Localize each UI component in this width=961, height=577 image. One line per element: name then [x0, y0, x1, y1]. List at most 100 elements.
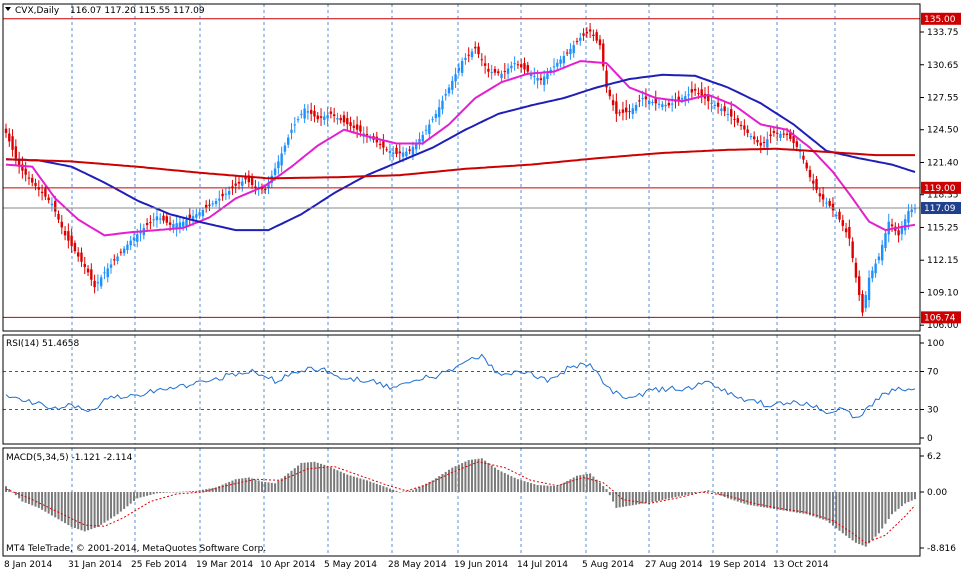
- candle[interactable]: [467, 54, 470, 56]
- candle[interactable]: [533, 75, 536, 77]
- candle[interactable]: [336, 118, 339, 120]
- candle[interactable]: [149, 222, 152, 224]
- candle[interactable]: [749, 136, 753, 138]
- candle[interactable]: [795, 141, 799, 147]
- candle[interactable]: [451, 80, 454, 90]
- candle[interactable]: [300, 113, 303, 115]
- candle[interactable]: [198, 212, 201, 216]
- candle[interactable]: [539, 78, 543, 81]
- candle[interactable]: [152, 219, 155, 221]
- candle[interactable]: [24, 168, 27, 175]
- candle[interactable]: [388, 150, 392, 154]
- candle[interactable]: [854, 262, 858, 278]
- candle[interactable]: [628, 111, 631, 113]
- candle[interactable]: [579, 37, 582, 41]
- candle[interactable]: [63, 230, 67, 236]
- candle[interactable]: [191, 216, 195, 220]
- candle[interactable]: [444, 94, 447, 96]
- candle[interactable]: [608, 89, 612, 97]
- candle[interactable]: [441, 100, 444, 110]
- candle[interactable]: [792, 135, 795, 143]
- candle[interactable]: [510, 65, 513, 69]
- candle[interactable]: [470, 51, 474, 58]
- candle[interactable]: [96, 282, 100, 284]
- candle[interactable]: [736, 118, 739, 123]
- candle[interactable]: [408, 149, 411, 151]
- candle[interactable]: [359, 125, 362, 132]
- candle[interactable]: [897, 230, 900, 236]
- candle[interactable]: [907, 211, 910, 223]
- candle[interactable]: [224, 193, 228, 195]
- candle[interactable]: [76, 252, 80, 257]
- candle[interactable]: [145, 223, 149, 226]
- candle[interactable]: [99, 277, 103, 287]
- candle[interactable]: [352, 125, 356, 128]
- candle[interactable]: [178, 222, 182, 229]
- price-pane[interactable]: [3, 18, 920, 318]
- candle[interactable]: [513, 63, 516, 65]
- candle[interactable]: [536, 77, 539, 81]
- candle[interactable]: [621, 109, 625, 113]
- candle[interactable]: [726, 113, 730, 115]
- candle[interactable]: [273, 168, 277, 175]
- candle[interactable]: [880, 244, 884, 261]
- candle[interactable]: [93, 280, 96, 288]
- candle[interactable]: [815, 179, 818, 190]
- candle[interactable]: [319, 116, 323, 118]
- candle[interactable]: [414, 142, 418, 150]
- candle[interactable]: [552, 66, 556, 68]
- candle[interactable]: [250, 177, 254, 186]
- candle[interactable]: [395, 147, 398, 155]
- candle[interactable]: [838, 211, 841, 220]
- candle[interactable]: [460, 61, 464, 73]
- candle[interactable]: [14, 146, 18, 159]
- candle[interactable]: [365, 133, 369, 136]
- candle[interactable]: [562, 56, 566, 64]
- candle[interactable]: [743, 125, 746, 130]
- candle[interactable]: [690, 89, 694, 93]
- candle[interactable]: [437, 107, 441, 118]
- candle[interactable]: [129, 240, 132, 246]
- candle[interactable]: [542, 76, 546, 86]
- candle[interactable]: [44, 188, 47, 197]
- candle[interactable]: [769, 134, 772, 137]
- candle[interactable]: [329, 111, 333, 114]
- candle[interactable]: [447, 87, 451, 94]
- candle[interactable]: [887, 221, 890, 235]
- candle[interactable]: [86, 268, 90, 273]
- candle[interactable]: [835, 214, 838, 216]
- candle[interactable]: [47, 197, 50, 201]
- candle[interactable]: [214, 201, 218, 204]
- candle[interactable]: [720, 108, 723, 111]
- candle[interactable]: [595, 32, 598, 41]
- candle[interactable]: [861, 294, 864, 313]
- candle[interactable]: [710, 103, 713, 105]
- candle[interactable]: [260, 188, 264, 190]
- candle[interactable]: [602, 43, 605, 67]
- candle[interactable]: [700, 89, 703, 96]
- candle[interactable]: [615, 101, 618, 114]
- candle[interactable]: [218, 198, 221, 201]
- candle[interactable]: [526, 65, 529, 72]
- candle[interactable]: [611, 100, 615, 106]
- candle[interactable]: [831, 203, 835, 211]
- candle[interactable]: [188, 214, 191, 218]
- candle[interactable]: [323, 116, 326, 120]
- candle[interactable]: [825, 202, 828, 204]
- candle[interactable]: [848, 226, 851, 239]
- candle[interactable]: [418, 138, 421, 143]
- candle[interactable]: [168, 222, 172, 225]
- candle[interactable]: [204, 204, 208, 208]
- candle[interactable]: [162, 215, 165, 221]
- candle[interactable]: [858, 276, 861, 296]
- candle[interactable]: [867, 277, 871, 301]
- candle[interactable]: [680, 98, 684, 100]
- candle[interactable]: [569, 48, 572, 55]
- candle[interactable]: [789, 131, 792, 139]
- candle[interactable]: [516, 64, 520, 66]
- candle[interactable]: [54, 201, 57, 212]
- candle[interactable]: [227, 191, 231, 195]
- candle[interactable]: [303, 108, 306, 119]
- candle[interactable]: [756, 139, 759, 143]
